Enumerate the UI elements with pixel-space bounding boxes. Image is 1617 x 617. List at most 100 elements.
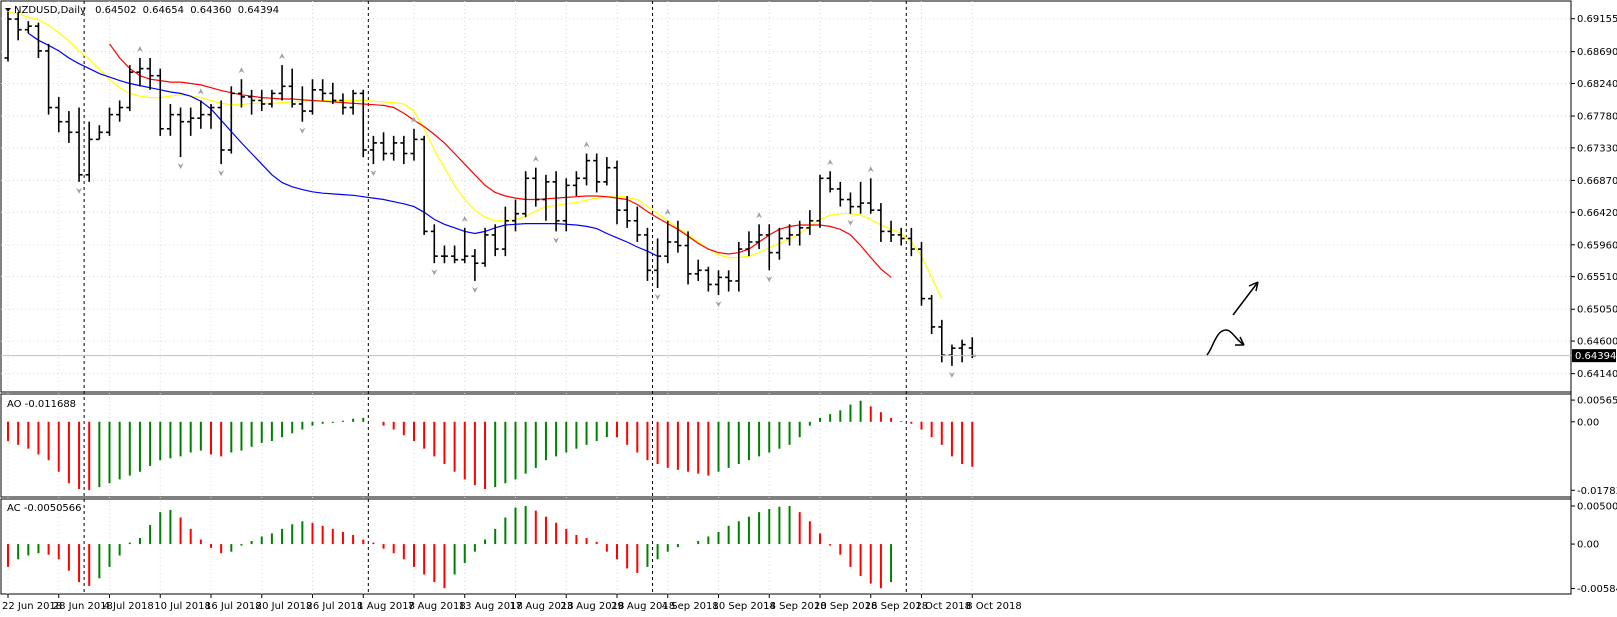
time-tick-label: 29 Aug 2018 bbox=[611, 601, 675, 612]
fractal-down-icon bbox=[715, 301, 722, 308]
ohlc-bar bbox=[177, 107, 185, 158]
ohlc-bar bbox=[227, 86, 235, 154]
fractal-markers bbox=[76, 46, 955, 378]
ac-indicator-label: AC -0.0050566 bbox=[7, 503, 82, 514]
fractal-up-icon bbox=[664, 208, 671, 215]
current-price-label: 0.64394 bbox=[1575, 351, 1616, 362]
ohlc-bar bbox=[775, 227, 783, 260]
time-tick-label: 26 Sep 2018 bbox=[865, 601, 928, 612]
time-tick-label: 13 Aug 2018 bbox=[459, 601, 523, 612]
ohlc-bar bbox=[755, 224, 763, 250]
ohlc-bar bbox=[593, 153, 601, 193]
ohlc-bar bbox=[95, 125, 103, 141]
price-tick-label: 0.67780 bbox=[1577, 112, 1617, 123]
ohlc-bar bbox=[857, 181, 865, 214]
drawn-curved-arrowhead bbox=[1235, 336, 1245, 346]
chart-symbol: NZDUSD bbox=[14, 5, 58, 16]
price-tick-label: 0.66420 bbox=[1577, 208, 1617, 219]
ohlc-bar bbox=[735, 242, 743, 292]
ma-line-0 bbox=[7, 11, 943, 299]
fractal-up-icon bbox=[827, 159, 834, 166]
ohlc-bar bbox=[897, 227, 905, 246]
ohlc-bar bbox=[298, 86, 306, 122]
time-tick-label: 1 Aug 2018 bbox=[357, 601, 415, 612]
ohlc-bar bbox=[187, 107, 195, 136]
ohlc-bar bbox=[14, 12, 22, 41]
header-open: 0.64502 bbox=[95, 5, 136, 16]
fractal-down-icon bbox=[177, 163, 184, 170]
ohlc-bar bbox=[877, 203, 885, 242]
ohlc-bar bbox=[329, 82, 337, 104]
ohlc-bar bbox=[288, 68, 296, 108]
ohlc-bar bbox=[106, 107, 113, 136]
fractal-up-icon bbox=[867, 166, 874, 173]
ohlc-bar bbox=[836, 181, 844, 207]
fractal-down-icon bbox=[847, 219, 854, 226]
price-tick-label: 0.69155 bbox=[1577, 14, 1617, 25]
header-high: 0.64654 bbox=[143, 5, 184, 16]
time-tick-label: 20 Jul 2018 bbox=[256, 601, 313, 612]
price-tick-label: 0.68240 bbox=[1577, 79, 1617, 90]
ohlc-bar bbox=[654, 238, 662, 288]
ohlc-bar bbox=[501, 206, 509, 257]
ohlc-bar bbox=[613, 160, 621, 225]
fractal-up-icon bbox=[461, 215, 468, 222]
time-tick-label: 8 Oct 2018 bbox=[966, 601, 1021, 612]
ohlc-bar bbox=[390, 135, 398, 161]
week-separators bbox=[83, 1, 907, 594]
drawn-up-arrowhead bbox=[1248, 281, 1259, 292]
chart-header: NZDUSD,Daily 0.64502 0.64654 0.64360 0.6… bbox=[14, 5, 279, 16]
ohlc-bar bbox=[572, 171, 580, 196]
header-close: 0.64394 bbox=[238, 5, 279, 16]
fractal-up-icon bbox=[238, 67, 245, 74]
ohlc-bar bbox=[715, 270, 722, 296]
ma-line-2 bbox=[27, 32, 658, 257]
ohlc-bar bbox=[430, 224, 438, 264]
ohlc-bar bbox=[319, 79, 327, 101]
ohlc-bar bbox=[562, 178, 570, 232]
price-axis-labels: 0.69155 0.68690 0.68240 0.67780 0.67330 0.668… bbox=[1571, 14, 1617, 380]
ohlc-bar bbox=[136, 58, 144, 87]
header-low: 0.64360 bbox=[190, 5, 231, 16]
ohlc-bar bbox=[481, 227, 489, 267]
ohlc-bar bbox=[887, 220, 895, 242]
ohlc-bar bbox=[633, 206, 641, 242]
chart-menu-triangle-icon[interactable] bbox=[5, 8, 11, 12]
ohlc-bar bbox=[237, 79, 245, 108]
fractal-up-icon bbox=[583, 141, 590, 148]
ohlc-bar bbox=[217, 100, 225, 165]
ohlc-bar bbox=[522, 171, 530, 218]
fractal-down-icon bbox=[948, 371, 955, 378]
ohlc-bar bbox=[786, 224, 794, 246]
ohlc-bar bbox=[309, 79, 316, 115]
ohlc-bar bbox=[796, 220, 804, 246]
ohlc-bar bbox=[268, 89, 276, 108]
ohlc-bar bbox=[532, 167, 540, 207]
ohlc-bar bbox=[918, 242, 925, 306]
ohlc-bar bbox=[471, 249, 479, 281]
time-tick-label: 4 Sep 2018 bbox=[662, 601, 719, 612]
ohlc-bar bbox=[674, 220, 682, 253]
ohlc-bar bbox=[826, 171, 834, 193]
ohlc-bars bbox=[4, 12, 976, 366]
fractal-up-icon bbox=[197, 88, 204, 95]
ohlc-bar bbox=[643, 227, 651, 281]
ohlc-bar bbox=[4, 12, 12, 62]
ao-tick-label: 0.00 bbox=[1577, 417, 1599, 428]
moving-averages bbox=[7, 11, 943, 299]
ohlc-bar bbox=[34, 22, 42, 58]
ao-tick-label: -0.017834 bbox=[1577, 486, 1617, 497]
ohlc-bar bbox=[85, 121, 93, 182]
fractal-down-icon bbox=[471, 286, 478, 293]
ohlc-bar bbox=[512, 199, 519, 232]
ohlc-bar bbox=[907, 227, 915, 257]
ohlc-bar bbox=[704, 266, 712, 292]
chart-timeframe: Daily bbox=[61, 5, 86, 16]
price-tick-label: 0.66870 bbox=[1577, 176, 1617, 187]
ohlc-bar bbox=[24, 21, 32, 34]
ohlc-bar bbox=[846, 192, 854, 214]
ohlc-bar bbox=[765, 224, 773, 271]
fractal-down-icon bbox=[299, 127, 306, 134]
